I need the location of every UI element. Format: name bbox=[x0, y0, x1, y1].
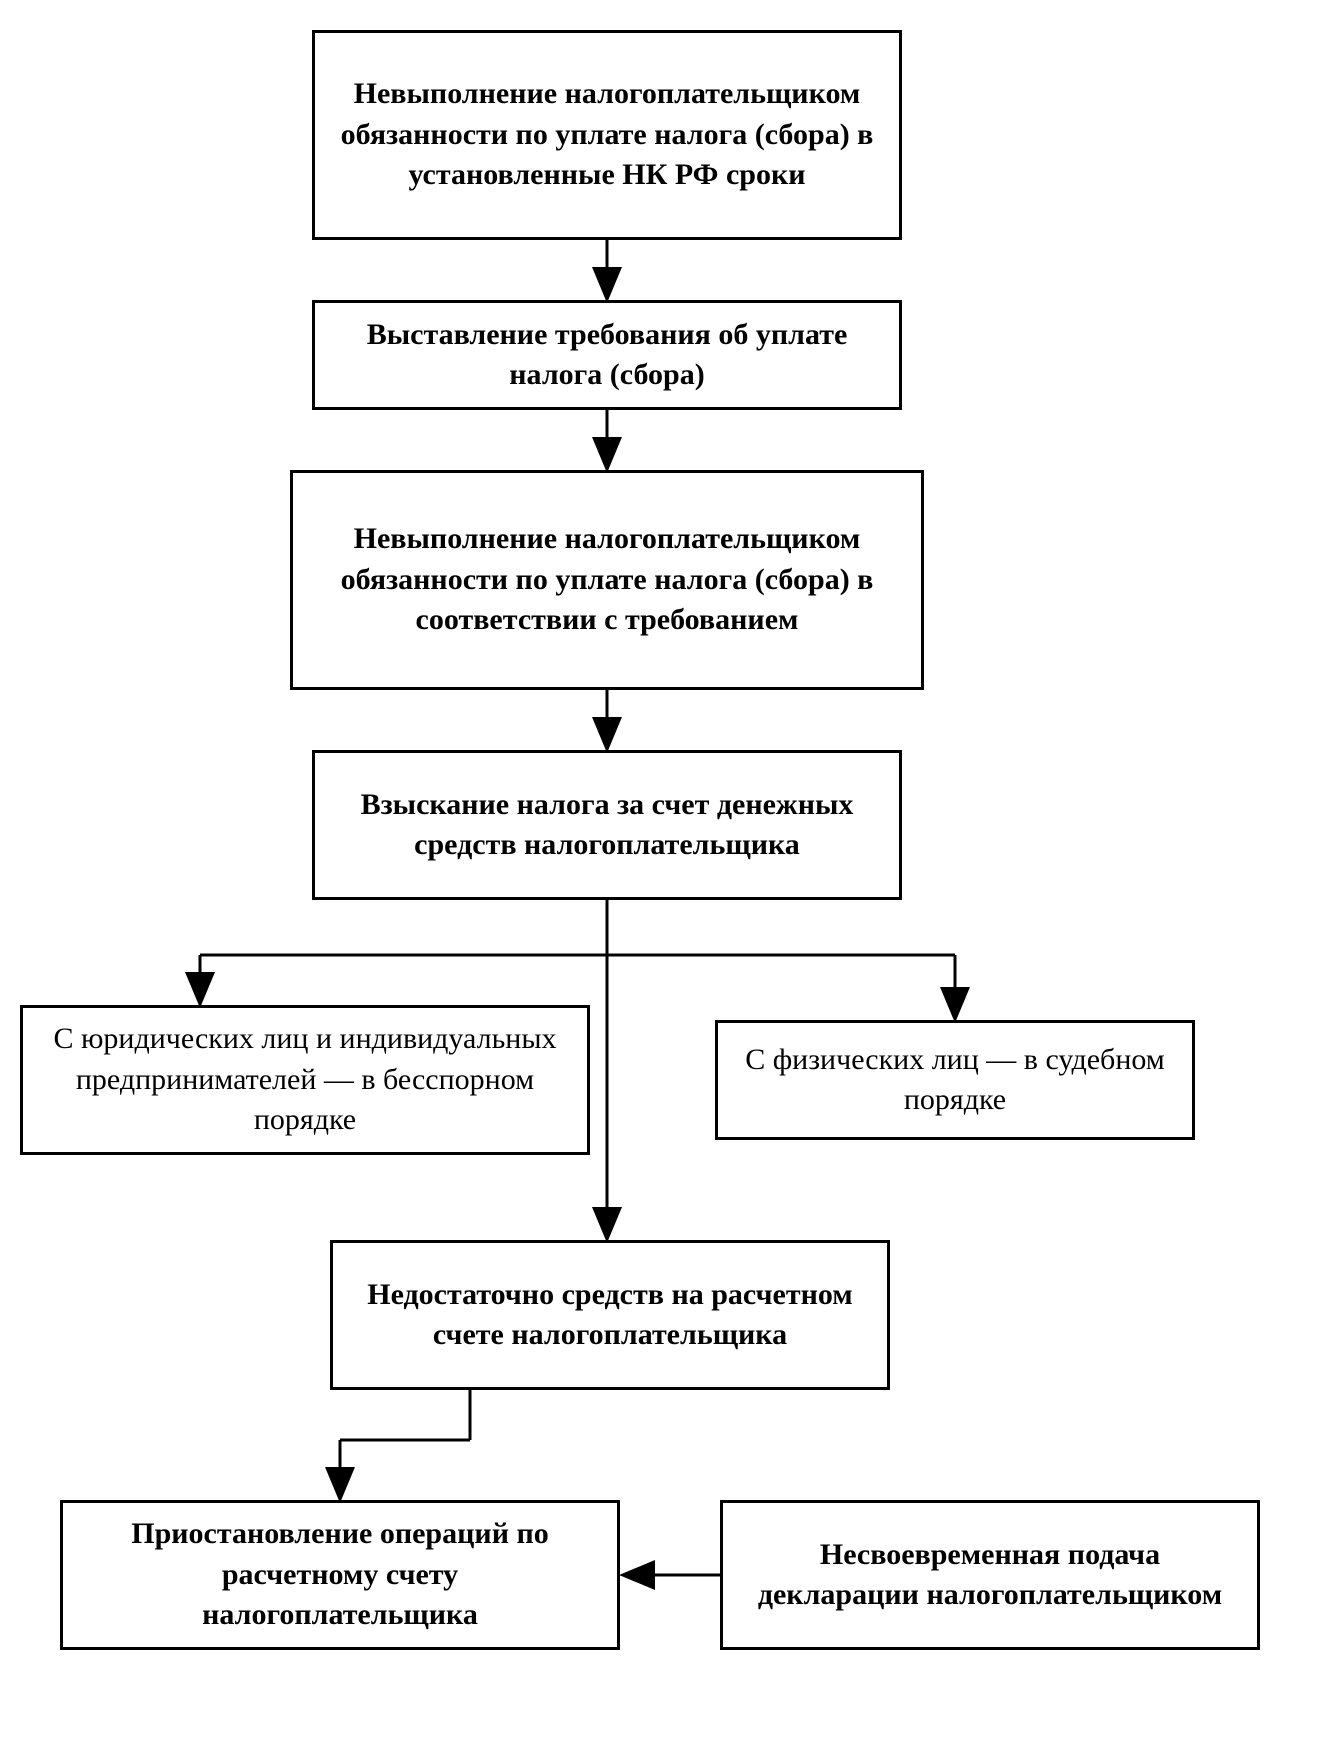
node-collection-from-funds: Взыскание налога за счет денежных средст… bbox=[312, 750, 902, 900]
node-text: Несвоевременная подача декларации налого… bbox=[741, 1535, 1239, 1616]
node-demand-issued: Выставление требования об уплате налога … bbox=[312, 300, 902, 410]
node-text: Невыполнение налогоплательщиком обязанно… bbox=[333, 74, 881, 196]
node-text: С физических лиц — в судебном порядке bbox=[736, 1040, 1174, 1121]
node-suspend-operations: Приостановление операций по расчетному с… bbox=[60, 1500, 620, 1650]
node-text: Взыскание налога за счет денежных средст… bbox=[333, 785, 881, 866]
node-text: Невыполнение налогоплательщиком обязанно… bbox=[311, 519, 903, 641]
node-text: С юридических лиц и индивидуальных предп… bbox=[41, 1019, 569, 1141]
node-text: Недостаточно средств на расчетном счете … bbox=[351, 1275, 869, 1356]
node-text: Приостановление операций по расчетному с… bbox=[81, 1514, 599, 1636]
node-nonpayment-demand: Невыполнение налогоплательщиком обязанно… bbox=[290, 470, 924, 690]
node-legal-entities: С юридических лиц и индивидуальных предп… bbox=[20, 1005, 590, 1155]
node-nonpayment-deadline: Невыполнение налогоплательщиком обязанно… bbox=[312, 30, 902, 240]
node-insufficient-funds: Недостаточно средств на расчетном счете … bbox=[330, 1240, 890, 1390]
node-late-declaration: Несвоевременная подача декларации налого… bbox=[720, 1500, 1260, 1650]
node-individuals: С физических лиц — в судебном порядке bbox=[715, 1020, 1195, 1140]
node-text: Выставление требования об уплате налога … bbox=[333, 315, 881, 396]
